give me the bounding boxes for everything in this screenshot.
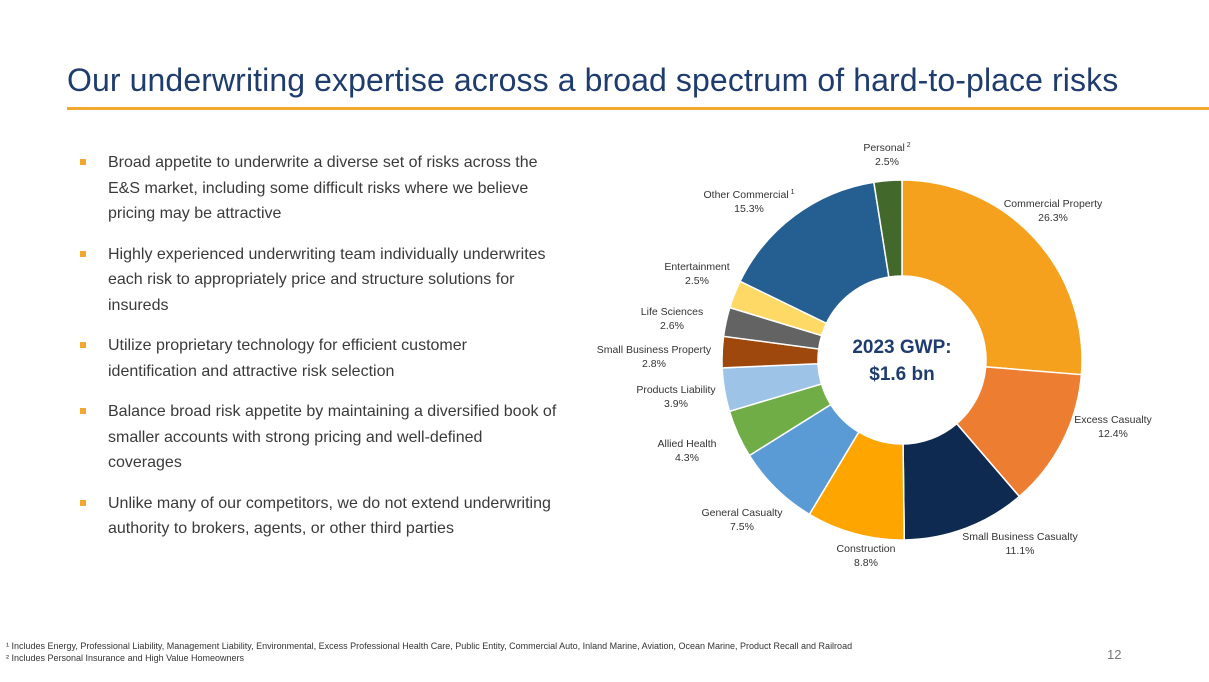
- footnotes: ¹ Includes Energy, Professional Liabilit…: [6, 640, 852, 664]
- slice-label: Other Commercial 1: [703, 189, 794, 201]
- bullet-item: Unlike many of our competitors, we do no…: [78, 491, 558, 542]
- bullet-square-icon: [80, 408, 86, 414]
- bullet-item: Balance broad risk appetite by maintaini…: [78, 399, 558, 476]
- title-underline: [67, 107, 1209, 110]
- slice-label: Life Sciences: [641, 306, 703, 318]
- slice-value-label: 2.5%: [875, 156, 899, 168]
- slice-value-label: 15.3%: [734, 203, 764, 215]
- slice-label: Products Liability: [636, 384, 716, 396]
- bullet-item: Utilize proprietary technology for effic…: [78, 333, 558, 384]
- bullet-square-icon: [80, 159, 86, 165]
- bullet-item: Highly experienced underwriting team ind…: [78, 242, 558, 319]
- bullet-text: Utilize proprietary technology for effic…: [108, 337, 467, 380]
- slice-label: Personal 2: [863, 142, 910, 154]
- slice-value-label: 2.8%: [642, 358, 666, 370]
- donut-slices: [721, 179, 1083, 541]
- slice-label: Small Business Property: [597, 344, 712, 356]
- donut-slice-other-commercial: [739, 181, 890, 325]
- donut-slice-personal: [872, 179, 903, 278]
- slice-value-label: 11.1%: [1006, 545, 1035, 557]
- slice-value-label: 8.8%: [854, 557, 878, 569]
- slice-value-label: 12.4%: [1098, 428, 1128, 440]
- footnote-marker: 1: [789, 189, 795, 196]
- page-number: 12: [1107, 647, 1122, 662]
- bullet-square-icon: [80, 250, 86, 257]
- footnote-marker: 2: [905, 142, 911, 149]
- footnote-2: ² Includes Personal Insurance and High V…: [6, 653, 244, 663]
- bullet-text: Highly experienced underwriting team ind…: [108, 245, 546, 314]
- slice-label: Commercial Property: [1004, 198, 1103, 210]
- center-label-line2: $1.6 bn: [869, 364, 934, 385]
- slice-value-label: 2.5%: [685, 275, 709, 287]
- center-label-line1: 2023 GWP:: [852, 337, 951, 358]
- slice-label: Excess Casualty: [1074, 414, 1152, 426]
- footnote-1: ¹ Includes Energy, Professional Liabilit…: [6, 641, 853, 651]
- bullet-text: Balance broad risk appetite by maintaini…: [108, 403, 557, 471]
- donut-labels: Commercial Property 26.3% Excess Casualty 1…: [597, 142, 1153, 569]
- slice-value-label: 4.3%: [675, 452, 699, 464]
- bullet-list: Broad appetite to underwrite a diverse s…: [78, 150, 558, 557]
- slide-title: Our underwriting expertise across a broa…: [67, 62, 1119, 98]
- slice-label: General Casualty: [701, 507, 783, 519]
- donut-slice-commercial-property: [901, 179, 1083, 376]
- bullet-square-icon: [80, 342, 86, 348]
- slice-label: Allied Health: [658, 438, 717, 450]
- bullet-item: Broad appetite to underwrite a diverse s…: [78, 150, 558, 227]
- slice-value-label: 7.5%: [730, 521, 754, 533]
- slice-value-label: 2.6%: [660, 320, 684, 332]
- slice-label: Entertainment: [664, 261, 729, 273]
- bullet-text: Unlike many of our competitors, we do no…: [108, 494, 551, 538]
- bullet-square-icon: [80, 499, 86, 506]
- slice-label: Construction: [837, 543, 896, 555]
- slice-label: Small Business Casualty: [962, 531, 1078, 543]
- slice-value-label: 3.9%: [664, 398, 688, 410]
- bullet-text: Broad appetite to underwrite a diverse s…: [108, 154, 538, 222]
- slice-value-label: 26.3%: [1038, 212, 1068, 224]
